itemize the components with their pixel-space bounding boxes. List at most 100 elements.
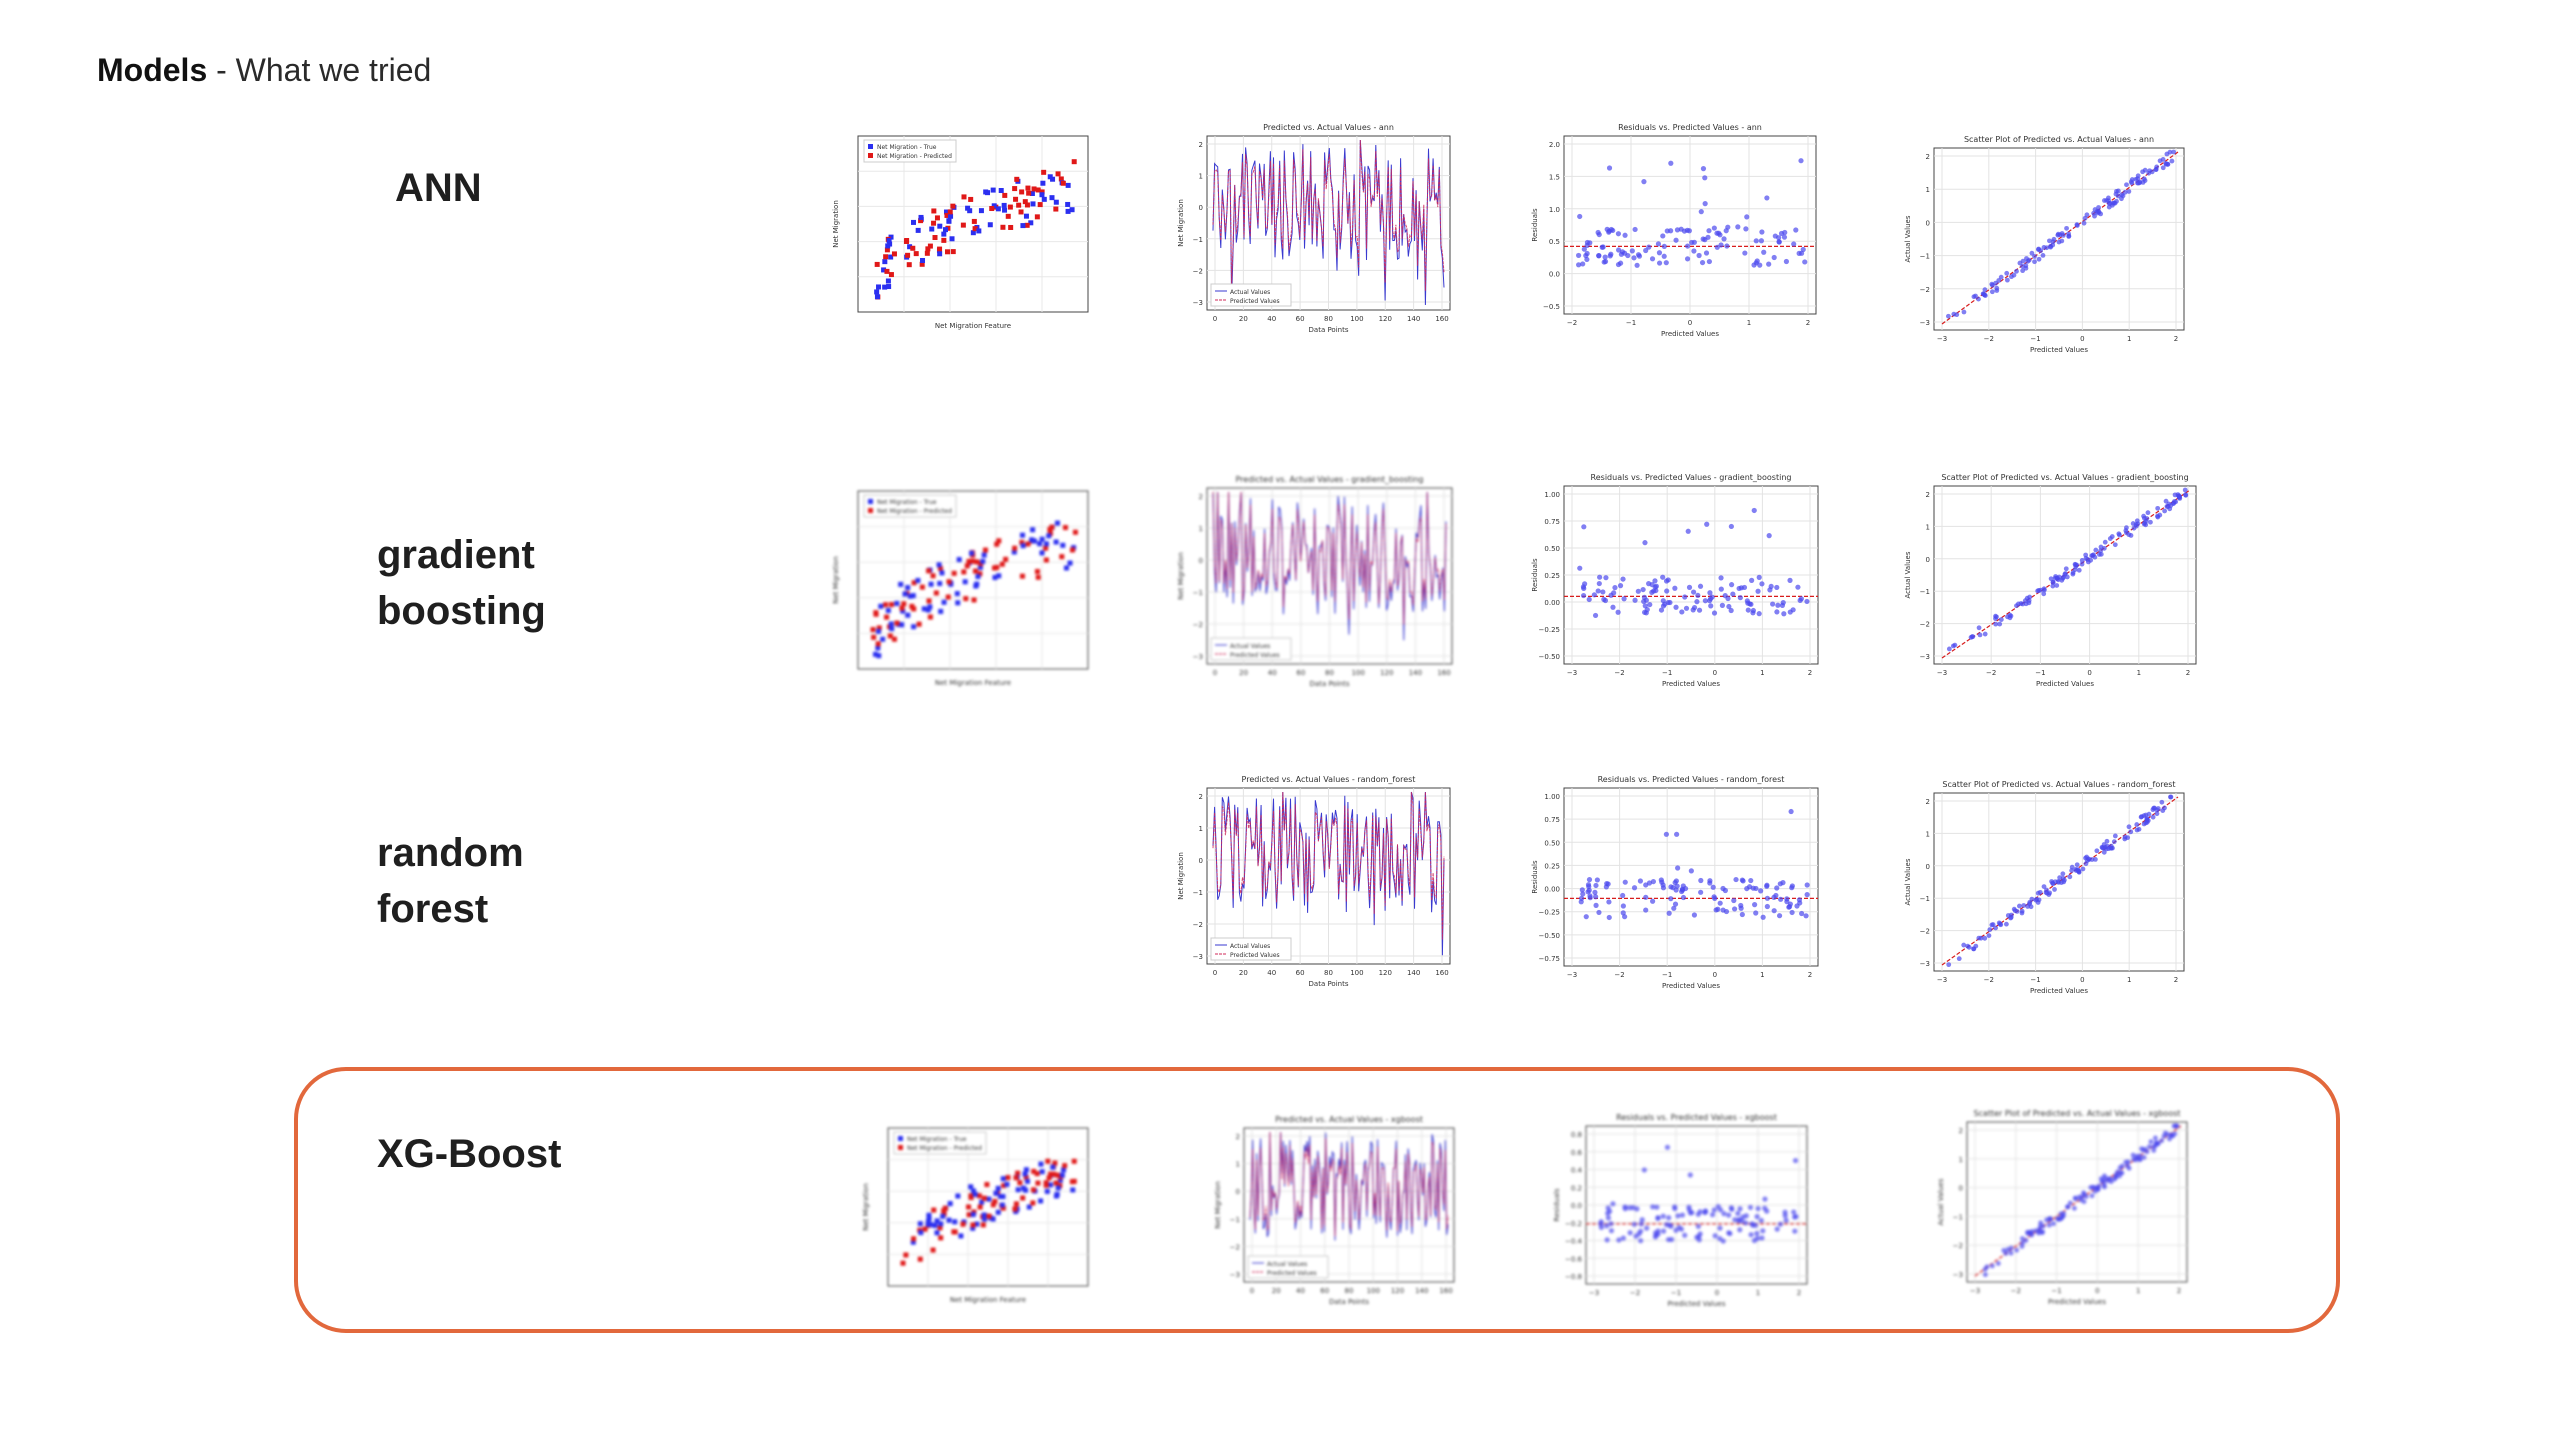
residual-point: [1674, 831, 1680, 837]
predicted-series-line: [1212, 491, 1447, 625]
residual-point: [1685, 243, 1691, 249]
residuals-chart-svg: Residuals vs. Predicted Values - xgboost…: [1553, 1113, 1808, 1308]
data-point: [937, 251, 943, 257]
scatter-point: [2128, 829, 2134, 835]
gradient-boosting-scatter-plot: Scatter Plot of Predicted vs. Actual Val…: [1902, 468, 2204, 690]
data-point: [948, 213, 954, 219]
x-tick-label: 80: [1325, 669, 1334, 677]
data-point: [943, 227, 949, 233]
scatter-point: [2044, 1217, 2049, 1223]
scatter-point: [2041, 884, 2047, 890]
residual-point: [1776, 239, 1782, 245]
x-tick-label: 1: [2136, 1287, 2140, 1295]
data-point: [976, 228, 982, 234]
data-point: [1046, 533, 1052, 539]
scatter-point: [2102, 1184, 2107, 1190]
residual-point: [1673, 878, 1679, 884]
x-tick-label: 0: [1713, 971, 1717, 979]
x-tick-label: 120: [1391, 1287, 1404, 1295]
residual-point: [1691, 589, 1697, 595]
scatter-point: [2080, 866, 2086, 872]
data-point: [1062, 525, 1068, 531]
scatter-point: [2032, 254, 2037, 259]
xgboost-residuals-plot: Residuals vs. Predicted Values - xgboost…: [1550, 1108, 1815, 1310]
scatter-point: [1982, 935, 1988, 941]
data-point: [1029, 537, 1035, 543]
residual-point: [1753, 238, 1759, 244]
residual-point: [1652, 584, 1658, 590]
residual-point: [1660, 1213, 1666, 1219]
data-point: [974, 559, 980, 565]
data-point: [932, 235, 938, 241]
scatter-point: [2120, 193, 2126, 199]
scatter-point: [2041, 591, 2047, 597]
x-tick-label: 140: [1415, 1287, 1428, 1295]
legend-entry: Net Migration - Predicted: [907, 1145, 982, 1152]
data-point: [1065, 182, 1071, 188]
data-point: [1031, 1168, 1037, 1174]
residual-point: [1781, 234, 1788, 240]
data-point: [911, 1236, 917, 1242]
residual-point: [1596, 580, 1602, 587]
data-point: [882, 259, 888, 265]
residual-point: [1596, 231, 1602, 238]
data-point: [1044, 1188, 1050, 1194]
x-tick-label: 2: [1797, 1289, 1801, 1297]
x-tick-label: 1: [1756, 1289, 1760, 1297]
scatter-point: [2093, 547, 2099, 553]
scatter-point: [1976, 625, 1982, 631]
data-point: [980, 558, 986, 564]
scatter-point: [2025, 258, 2031, 264]
y-axis-label: Actual Values: [1937, 1178, 1945, 1225]
scatter-point: [2029, 250, 2035, 256]
scatter-point: [2020, 268, 2026, 274]
y-tick-label: 0.50: [1544, 545, 1560, 553]
residual-point: [1728, 523, 1734, 530]
data-point: [1029, 190, 1035, 196]
data-point: [925, 246, 931, 252]
data-point: [982, 1216, 988, 1222]
data-point: [1039, 189, 1045, 195]
x-tick-label: 80: [1345, 1287, 1354, 1295]
scatter-point: [2044, 245, 2050, 251]
residual-point: [1771, 254, 1777, 261]
residual-point: [1629, 248, 1635, 254]
data-point: [971, 597, 977, 603]
data-point: [1020, 223, 1026, 229]
x-tick-label: 2: [2174, 335, 2178, 343]
residual-point: [1620, 1235, 1626, 1241]
data-point: [884, 614, 890, 620]
scatter-point: [1961, 942, 1967, 948]
residual-point: [1711, 894, 1717, 900]
scatter-point: [2059, 880, 2064, 885]
residual-point: [1755, 1205, 1761, 1212]
data-point: [1047, 527, 1053, 533]
y-tick-label: −3: [1953, 1271, 1963, 1279]
scatter-point: [2055, 232, 2061, 238]
residual-point: [1749, 577, 1755, 583]
residual-point: [1586, 596, 1592, 603]
legend-marker: [868, 508, 873, 513]
x-tick-label: 0: [2087, 669, 2091, 677]
x-tick-label: 40: [1267, 315, 1276, 323]
residual-point: [1610, 604, 1616, 610]
scatter-point: [1989, 289, 1995, 295]
x-tick-label: 160: [1437, 669, 1450, 677]
data-point: [955, 1193, 961, 1199]
scatter-point: [2029, 896, 2035, 902]
scatter-point: [2177, 496, 2183, 501]
data-point: [926, 1215, 932, 1221]
scatter-point: [2106, 195, 2111, 201]
residual-point: [1660, 574, 1666, 580]
scatter-point: [2155, 1141, 2161, 1146]
scatter-point: [2084, 854, 2090, 860]
residual-point: [1753, 885, 1759, 892]
data-point: [911, 606, 917, 612]
data-point: [1038, 1161, 1044, 1167]
x-tick-label: −3: [1937, 335, 1947, 343]
scatter-point: [2098, 548, 2104, 554]
model-label-line: gradient: [377, 533, 535, 577]
x-tick-label: 60: [1320, 1287, 1329, 1295]
residual-point: [1605, 1215, 1611, 1221]
scatter-point: [2081, 220, 2087, 226]
